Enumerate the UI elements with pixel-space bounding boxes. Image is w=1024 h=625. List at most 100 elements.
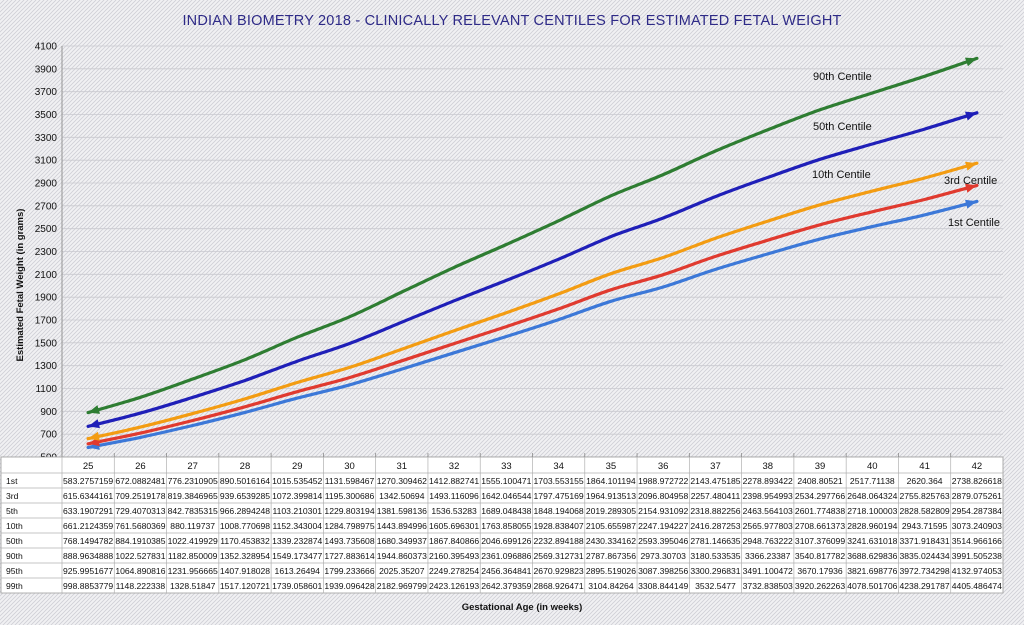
series-line-3rd-centile: [86, 183, 979, 446]
table-cell: 2895.519026: [586, 566, 636, 576]
table-cell: 2708.661373: [795, 521, 845, 531]
table-cell: 1703.553155: [534, 476, 584, 486]
table-cell: 1284.798975: [324, 521, 374, 531]
table-cell: 583.2757159: [63, 476, 113, 486]
table-cell: 1928.838407: [534, 521, 584, 531]
table-cell: 1231.956665: [168, 566, 218, 576]
table-cell: 3073.240903: [952, 521, 1002, 531]
table-cell: 1613.26494: [275, 566, 321, 576]
table-cell: 2534.297766: [795, 491, 845, 501]
table-cell: 2247.194227: [638, 521, 688, 531]
table-cell: 3670.17936: [797, 566, 843, 576]
table-cell: 2423.126193: [429, 581, 479, 591]
table-cell: 1064.890816: [115, 566, 165, 576]
y-tick-label: 1900: [35, 293, 58, 304]
data-table: 25 26 27 28 29 30 31 32 33 34 35 36 37 38 39 40 41 42 1st 5…: [0, 453, 1004, 594]
table-cell: 1339.232874: [272, 536, 322, 546]
table-cell: 1848.194068: [534, 506, 584, 516]
y-tick-label: 2700: [35, 201, 58, 212]
x-category-label: 37: [710, 461, 721, 472]
table-cell: 2408.80521: [797, 476, 843, 486]
table-cell: 1536.53283: [431, 506, 477, 516]
table-cell: 1072.399814: [272, 491, 322, 501]
y-tick-label: 4100: [35, 42, 58, 53]
table-cell: 1148.222338: [116, 581, 166, 591]
y-tick-label: 3500: [35, 110, 58, 121]
x-category-label: 28: [240, 461, 251, 472]
table-cell: 2828.582809: [899, 506, 949, 516]
arrow-end-1st-centile: [965, 199, 977, 209]
table-cell: 761.5680369: [115, 521, 165, 531]
table-cell: 776.2310905: [168, 476, 218, 486]
table-cell: 2143.475185: [690, 476, 740, 486]
table-cell: 1131.598467: [325, 476, 375, 486]
y-tick-label: 3300: [35, 133, 58, 144]
table-cell: 1022.527831: [115, 551, 165, 561]
table-cell: 2232.894188: [534, 536, 584, 546]
table-cell: 1493.116096: [429, 491, 479, 501]
x-category-label: 32: [449, 461, 460, 472]
table-cell: 3241.631018: [847, 536, 897, 546]
table-cell: 2182.969799: [377, 581, 427, 591]
table-cell: 2463.564103: [743, 506, 793, 516]
table-cell: 709.2519178: [115, 491, 165, 501]
x-category-label: 39: [815, 461, 826, 472]
table-cell: 2868.926471: [534, 581, 584, 591]
table-cell: 2398.954993: [743, 491, 793, 501]
table-cell: 3835.024434: [899, 551, 949, 561]
arrow-end-50th-centile: [964, 111, 977, 121]
table-cell: 2249.278254: [429, 566, 479, 576]
table-cell: 888.9634888: [63, 551, 113, 561]
x-category-label: 42: [972, 461, 983, 472]
table-cell: 3180.533535: [690, 551, 740, 561]
table-cell: 2781.146635: [690, 536, 740, 546]
table-cell: 1642.046544: [481, 491, 531, 501]
table-cell: 2257.480411: [691, 491, 741, 501]
table-cell: 3991.505238: [952, 551, 1002, 561]
x-category-label: 27: [187, 461, 198, 472]
table-cell: 3688.629836: [847, 551, 897, 561]
y-tick-label: 3700: [35, 87, 58, 98]
table-cell: 1182.850009: [168, 551, 218, 561]
table-cell: 2154.931092: [638, 506, 688, 516]
y-tick-label: 1300: [35, 361, 58, 372]
table-cell: 939.6539285: [220, 491, 270, 501]
table-cell: 1689.048438: [481, 506, 531, 516]
y-tick-label: 3900: [35, 64, 58, 75]
table-cell: 2096.804958: [638, 491, 688, 501]
table-cell: 3821.698776: [847, 566, 897, 576]
table-cell: 2105.655987: [586, 521, 636, 531]
table-cell: 1864.101194: [586, 476, 636, 486]
x-category-label: 30: [344, 461, 355, 472]
table-cell: 2787.867356: [586, 551, 636, 561]
table-cell: 925.9951677: [63, 566, 113, 576]
table-cell: 3514.966166: [952, 536, 1002, 546]
x-axis-title: Gestational Age (in weeks): [462, 602, 583, 613]
table-cell: 1412.882741: [429, 476, 479, 486]
table-cell: 2620.364: [907, 476, 943, 486]
table-cell: 2642.379359: [481, 581, 531, 591]
table-cell: 3732.838503: [743, 581, 793, 591]
table-cell: 2828.960194: [847, 521, 897, 531]
table-cell: 819.3846965: [168, 491, 218, 501]
x-category-label: 40: [867, 461, 878, 472]
table-cell: 2954.287384: [952, 506, 1002, 516]
table-row-header: 50th: [6, 536, 23, 546]
table-cell: 1739.058601: [272, 581, 322, 591]
table-cell: 2670.929823: [534, 566, 584, 576]
table-cell: 1797.475169: [534, 491, 584, 501]
table-cell: 3300.296831: [690, 566, 740, 576]
table-cell: 2517.71138: [850, 476, 895, 486]
table-cell: 1229.803194: [324, 506, 374, 516]
y-tick-label: 1700: [35, 316, 58, 327]
table-cell: 2718.100003: [847, 506, 897, 516]
x-category-label: 35: [606, 461, 617, 472]
series-line-10th-centile: [86, 161, 979, 441]
table-cell: 2318.882256: [690, 506, 740, 516]
table-cell: 2948.763222: [743, 536, 793, 546]
table-cell: 1727.883614: [324, 551, 374, 561]
table-cell: 2648.064324: [847, 491, 897, 501]
y-tick-label: 2500: [35, 224, 58, 235]
x-category-label: 29: [292, 461, 303, 472]
